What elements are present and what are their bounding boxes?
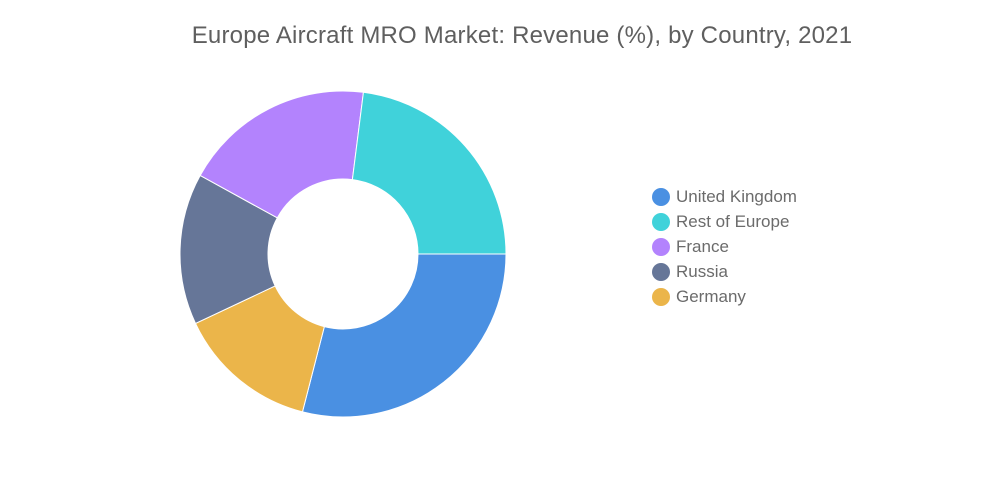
legend-label: France [676,236,729,256]
slice-russia[interactable] [179,174,278,325]
legend-label: Germany [676,286,746,306]
legend-label: United Kingdom [676,186,797,206]
legend-label: Russia [676,261,728,281]
legend-item[interactable]: Russia [652,259,797,284]
legend-swatch [652,287,670,306]
slice-france[interactable] [199,90,364,219]
legend-item[interactable]: Germany [652,284,797,309]
legend-swatch [652,187,670,206]
chart-legend: United Kingdom Rest of Europe France Russia… [652,184,797,309]
legend-label: Rest of Europe [676,211,790,231]
chart-title: Europe Aircraft MRO Market: Revenue (%),… [191,22,853,49]
legend-swatch [652,237,670,256]
legend-item[interactable]: Rest of Europe [652,209,797,234]
legend-item[interactable]: United Kingdom [652,184,797,209]
slice-rest-of-europe[interactable] [351,91,507,255]
legend-swatch [652,212,670,231]
slice-united-kingdom[interactable] [301,253,507,418]
legend-item[interactable]: France [652,234,797,259]
legend-swatch [652,262,670,281]
